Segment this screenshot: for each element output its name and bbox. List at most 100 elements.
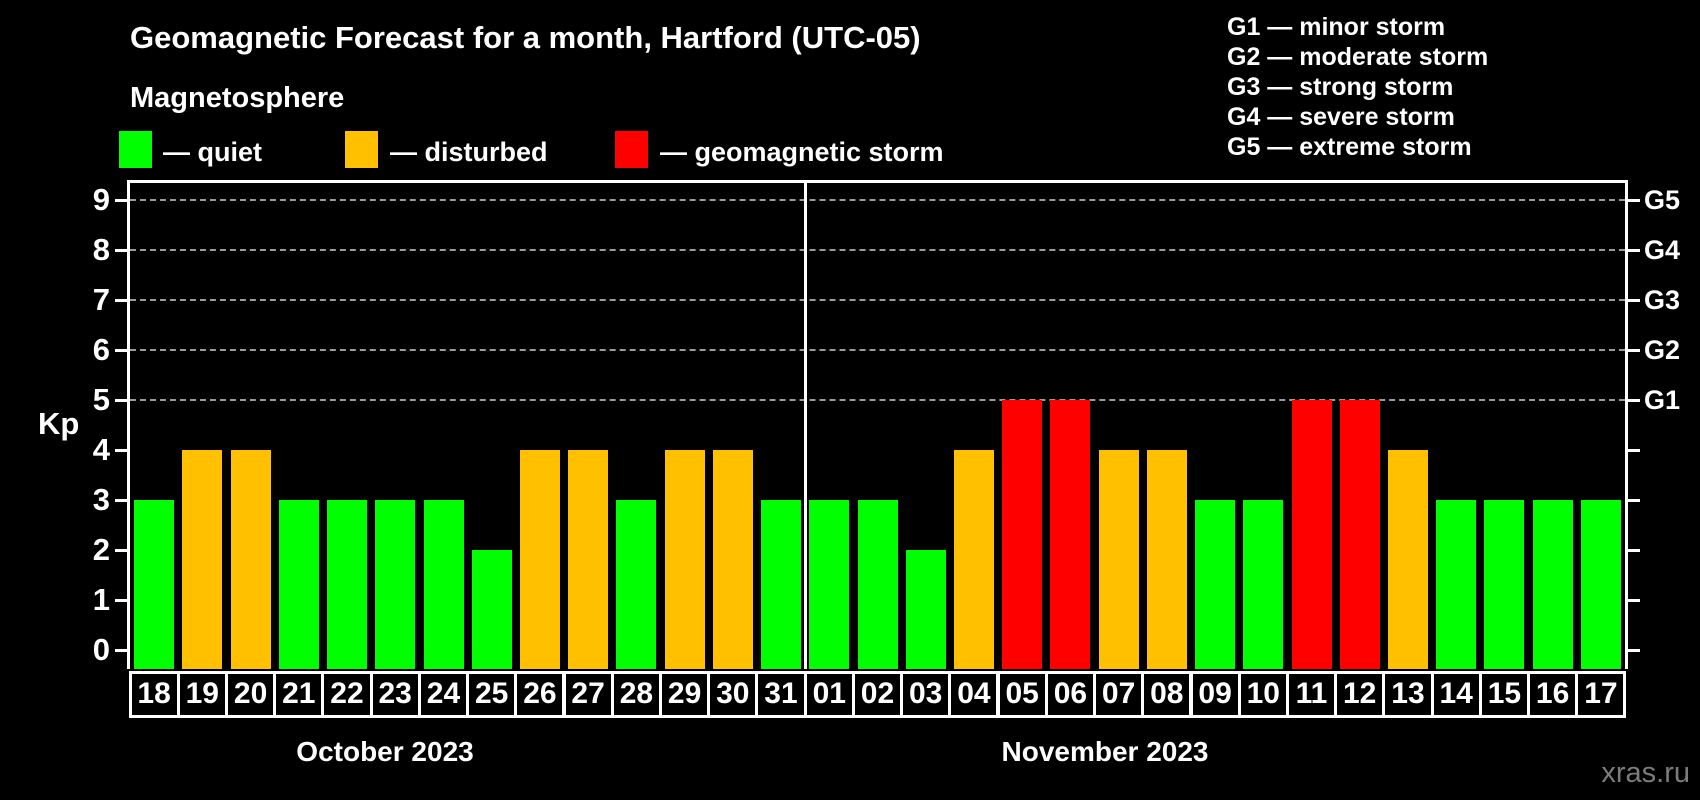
storm-scale-line-g2: G2 — moderate storm: [1227, 43, 1489, 71]
day-cell-14: 14: [1430, 671, 1482, 718]
y-tick-left-4: [115, 449, 127, 452]
y-tick-left-3: [115, 499, 127, 502]
bar-day-16: [1532, 500, 1573, 669]
bar-day-12: [1339, 400, 1380, 669]
storm-scale-line-g5: G5 — extreme storm: [1227, 133, 1472, 161]
y-tick-left-7: [115, 299, 127, 302]
storm-scale-legend: G1 — minor storm G2 — moderate storm G3 …: [1227, 12, 1488, 162]
bar-day-26: [519, 450, 560, 669]
bar-day-30: [712, 450, 753, 669]
bar-day-10: [1243, 500, 1284, 669]
bar-day-02: [857, 500, 898, 669]
y-tick-left-6: [115, 349, 127, 352]
bar-day-09: [1195, 500, 1236, 669]
gridline-kp-9: [130, 199, 1625, 201]
month-label-november: November 2023: [1001, 736, 1209, 767]
plot-frame-left: [127, 180, 130, 669]
bar-day-15: [1484, 500, 1525, 669]
y-tick-label-8: 8: [92, 232, 110, 267]
bar-day-31: [761, 500, 801, 669]
day-cell-27: 27: [562, 671, 614, 718]
bar-day-23: [375, 500, 416, 669]
day-cell-03: 03: [900, 671, 952, 718]
bar-day-17: [1580, 500, 1621, 669]
bar-day-18: [134, 500, 175, 669]
gridline-kp-7: [130, 299, 1625, 301]
storm-scale-line-g3: G3 — strong storm: [1227, 73, 1454, 101]
day-cell-04: 04: [948, 671, 1000, 718]
bar-day-22: [327, 500, 367, 669]
day-cell-24: 24: [417, 671, 470, 718]
gridline-kp-6: [130, 349, 1625, 351]
day-cell-17: 17: [1575, 671, 1627, 718]
y-tick-label-7: 7: [92, 282, 110, 317]
bar-day-25: [471, 550, 512, 669]
day-cell-13: 13: [1382, 671, 1434, 718]
bar-day-11: [1291, 400, 1332, 669]
month-label-october: October 2023: [296, 736, 474, 767]
y-tick-label-2: 2: [92, 532, 110, 567]
legend-label-disturbed: — disturbed: [390, 137, 548, 167]
y-tick-right-5: [1628, 399, 1640, 402]
bar-day-24: [423, 500, 464, 669]
y-tick-label-4: 4: [92, 432, 110, 467]
legend-label-quiet: — quiet: [163, 137, 262, 167]
day-cell-05: 05: [996, 671, 1048, 718]
day-cell-21: 21: [273, 671, 325, 718]
y-tick-left-5: [115, 399, 127, 402]
day-cell-26: 26: [514, 671, 566, 718]
y-tick-right-2: [1628, 549, 1640, 552]
right-axis-label-g4: G4: [1644, 235, 1681, 265]
y-tick-right-9: [1628, 199, 1640, 202]
day-cell-29: 29: [659, 671, 711, 718]
day-cell-25: 25: [466, 671, 518, 718]
page-title: Geomagnetic Forecast for a month, Hartfo…: [130, 20, 921, 55]
plot-frame-top: [127, 180, 1628, 183]
chart-subtitle: Magnetosphere: [130, 82, 345, 114]
day-cell-08: 08: [1141, 671, 1193, 718]
y-tick-left-2: [115, 549, 127, 552]
y-tick-label-1: 1: [92, 582, 110, 617]
watermark: xras.ru: [1601, 757, 1690, 789]
storm-scale-line-g1: G1 — minor storm: [1227, 13, 1446, 41]
y-tick-left-9: [115, 199, 127, 202]
day-cell-16: 16: [1527, 671, 1579, 718]
plot-frame-right: [1625, 180, 1628, 669]
day-cell-06: 06: [1044, 671, 1096, 718]
day-cell-28: 28: [610, 671, 662, 718]
y-axis-label: Kp: [38, 406, 80, 441]
bar-day-07: [1098, 450, 1139, 669]
y-tick-right-0: [1628, 649, 1640, 652]
legend-swatch-quiet: [119, 131, 152, 168]
gridline-kp-5: [130, 399, 1625, 401]
legend-label-storm: — geomagnetic storm: [660, 137, 944, 167]
bar-day-19: [182, 450, 223, 669]
y-tick-right-1: [1628, 599, 1640, 602]
bar-day-04: [954, 450, 994, 669]
y-tick-right-7: [1628, 299, 1640, 302]
y-tick-label-3: 3: [92, 482, 110, 517]
day-cell-15: 15: [1478, 671, 1530, 718]
y-tick-right-8: [1628, 249, 1640, 252]
y-tick-label-9: 9: [92, 182, 110, 217]
day-cell-10: 10: [1237, 671, 1289, 718]
right-axis-label-g5: G5: [1644, 185, 1681, 215]
bar-day-01: [809, 500, 850, 669]
day-cell-22: 22: [321, 671, 373, 718]
gridline-kp-8: [130, 249, 1625, 251]
bar-day-21: [278, 500, 319, 669]
bar-day-03: [905, 550, 946, 669]
day-cell-02: 02: [851, 671, 904, 718]
month-separator-line: [804, 183, 807, 669]
bar-day-29: [664, 450, 705, 669]
day-cell-09: 09: [1189, 671, 1241, 718]
y-tick-left-8: [115, 249, 127, 252]
right-axis-label-g2: G2: [1644, 335, 1681, 365]
legend-swatch-storm: [615, 131, 648, 168]
bar-day-28: [616, 500, 657, 669]
right-axis-label-g1: G1: [1644, 385, 1681, 415]
day-cell-23: 23: [369, 671, 421, 718]
y-tick-label-6: 6: [92, 332, 110, 367]
bar-day-08: [1146, 450, 1187, 669]
